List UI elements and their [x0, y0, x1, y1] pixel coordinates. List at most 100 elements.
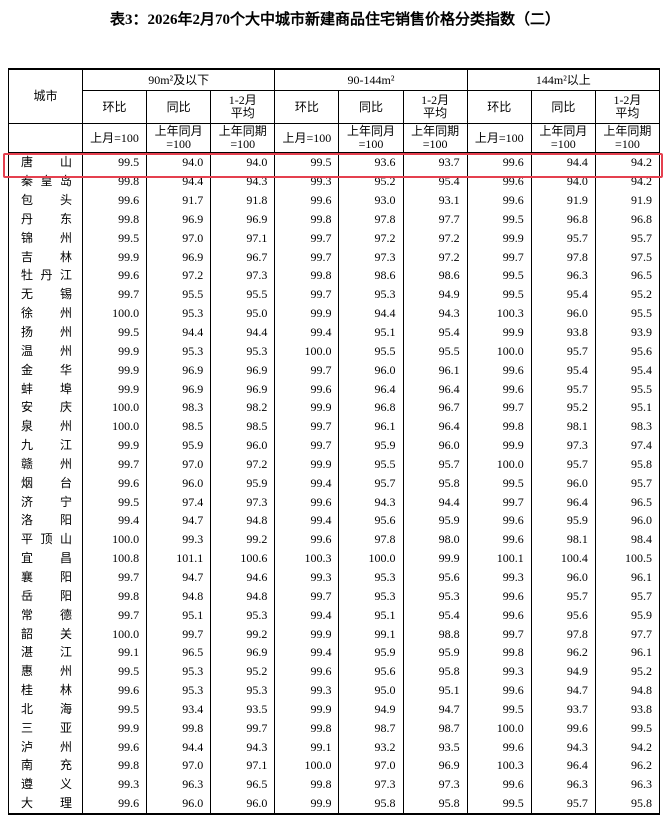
value-cell: 100.0 — [466, 454, 532, 474]
value-cell: 99.5 — [81, 699, 148, 719]
value-cell: 99.6 — [274, 190, 340, 210]
value-cell: 99.6 — [274, 529, 340, 549]
value-cell: 100.0 — [81, 529, 148, 549]
header-row: 城市 90m²及以下 90-144m² 144m²以上 — [8, 68, 661, 124]
value-cell: 95.3 — [210, 605, 276, 625]
value-cell: 99.9 — [466, 322, 532, 342]
value-cell: 95.7 — [530, 454, 596, 474]
value-cell: 98.4 — [594, 529, 661, 549]
value-cell: 95.5 — [594, 303, 661, 323]
city-name: 遵义 — [21, 777, 72, 792]
value-cell: 95.3 — [338, 284, 404, 304]
value-cell: 95.6 — [338, 511, 404, 530]
value-cell: 99.1 — [338, 624, 404, 643]
value-cell: 99.9 — [274, 699, 340, 719]
value-cell: 96.3 — [530, 774, 596, 794]
value-cell: 99.5 — [466, 266, 532, 285]
sub-header: 同比 — [338, 90, 404, 124]
value-cell: 96.1 — [594, 567, 661, 587]
value-cell: 95.9 — [338, 642, 404, 662]
value-cell: 95.4 — [530, 360, 596, 380]
sub-header: 环比 — [466, 90, 532, 124]
value-cell: 99.9 — [274, 624, 340, 643]
value-cell: 96.5 — [594, 266, 661, 285]
value-cell: 98.5 — [146, 416, 212, 436]
value-cell: 99.6 — [81, 190, 148, 210]
value-cell: 94.2 — [594, 152, 661, 172]
base-header: 上年同期 =100 — [210, 123, 276, 153]
value-cell: 100.3 — [466, 756, 532, 775]
base-header: 上月=100 — [466, 123, 532, 153]
base-header: 上年同月 =100 — [530, 123, 596, 153]
city-cell: 唐山 — [8, 152, 83, 172]
value-cell: 100.0 — [81, 624, 148, 643]
city-name: 平顶山 — [21, 532, 72, 547]
value-cell: 99.6 — [274, 379, 340, 398]
value-cell: 98.3 — [594, 416, 661, 436]
value-cell: 99.6 — [81, 680, 148, 700]
value-cell: 93.4 — [146, 699, 212, 719]
value-cell: 95.3 — [146, 680, 212, 700]
value-cell: 95.3 — [146, 341, 212, 361]
value-cell: 99.6 — [81, 473, 148, 493]
city-cell: 泉州 — [8, 416, 83, 436]
data-row: 泉州 100.0 98.5 98.5 99.7 96.1 96.4 99.8 98.1 98.3 — [8, 416, 661, 436]
value-cell: 99.7 — [274, 247, 340, 267]
value-cell: 95.4 — [402, 605, 468, 625]
data-row: 遵义 99.3 96.3 96.5 99.8 97.3 97.3 99.6 96.3 96.3 — [8, 774, 661, 794]
value-cell: 96.9 — [146, 247, 212, 267]
city-cell: 无锡 — [8, 284, 83, 304]
value-cell: 99.4 — [81, 511, 148, 530]
value-cell: 99.9 — [466, 435, 532, 455]
base-header: 上年同月 =100 — [146, 123, 212, 153]
value-cell: 91.9 — [594, 190, 661, 210]
value-cell: 99.7 — [81, 454, 148, 474]
data-row: 锦州 99.5 97.0 97.1 99.7 97.2 97.2 99.9 95.7 95.7 — [8, 228, 661, 248]
data-row: 包头 99.6 91.7 91.8 99.6 93.0 93.1 99.6 91.9 91.9 — [8, 190, 661, 210]
value-cell: 95.7 — [402, 454, 468, 474]
header-text: =100 — [358, 137, 384, 151]
value-cell: 95.2 — [210, 661, 276, 681]
value-cell: 99.8 — [81, 586, 148, 606]
value-cell: 95.4 — [402, 322, 468, 342]
value-cell: 99.6 — [466, 152, 532, 172]
value-cell: 94.4 — [146, 737, 212, 756]
value-cell: 99.9 — [81, 247, 148, 267]
value-cell: 95.9 — [594, 605, 661, 625]
value-cell: 99.2 — [210, 624, 276, 643]
value-cell: 99.9 — [466, 228, 532, 248]
data-row: 金华 99.9 96.9 96.9 99.7 96.0 96.1 99.6 95.4 95.4 — [8, 360, 661, 380]
value-cell: 96.5 — [210, 774, 276, 794]
base-header: 上年同月 =100 — [338, 123, 404, 153]
value-cell: 97.8 — [530, 624, 596, 643]
city-name: 唐山 — [21, 155, 72, 170]
data-row: 常德 99.7 95.1 95.3 99.4 95.1 95.4 99.6 95.6 95.9 — [8, 605, 661, 625]
value-cell: 95.5 — [594, 379, 661, 398]
header-text: =100 — [615, 137, 640, 151]
value-cell: 95.5 — [338, 454, 404, 474]
city-cell: 包头 — [8, 190, 83, 210]
value-cell: 99.9 — [81, 341, 148, 361]
value-cell: 95.5 — [402, 341, 468, 361]
value-cell: 99.7 — [274, 586, 340, 606]
value-cell: 95.4 — [530, 284, 596, 304]
base-header: 上月=100 — [81, 123, 148, 153]
value-cell: 96.2 — [594, 756, 661, 775]
value-cell: 99.9 — [274, 793, 340, 815]
value-cell: 95.7 — [530, 586, 596, 606]
city-cell: 济宁 — [8, 492, 83, 512]
value-cell: 100.0 — [466, 341, 532, 361]
city-name: 常德 — [21, 607, 72, 622]
value-cell: 95.6 — [594, 341, 661, 361]
city-cell: 南充 — [8, 756, 83, 775]
city-header: 城市 — [8, 68, 83, 124]
value-cell: 96.7 — [402, 397, 468, 417]
value-cell: 99.6 — [274, 661, 340, 681]
value-cell: 96.4 — [338, 379, 404, 398]
sub-header: 1-2月 平均 — [594, 90, 661, 124]
value-cell: 97.8 — [338, 209, 404, 229]
data-row: 济宁 99.5 97.4 97.3 99.6 94.3 94.4 99.7 96.4 96.5 — [8, 492, 661, 512]
city-name: 包头 — [21, 193, 72, 208]
value-cell: 99.4 — [274, 511, 340, 530]
city-cell: 金华 — [8, 360, 83, 380]
